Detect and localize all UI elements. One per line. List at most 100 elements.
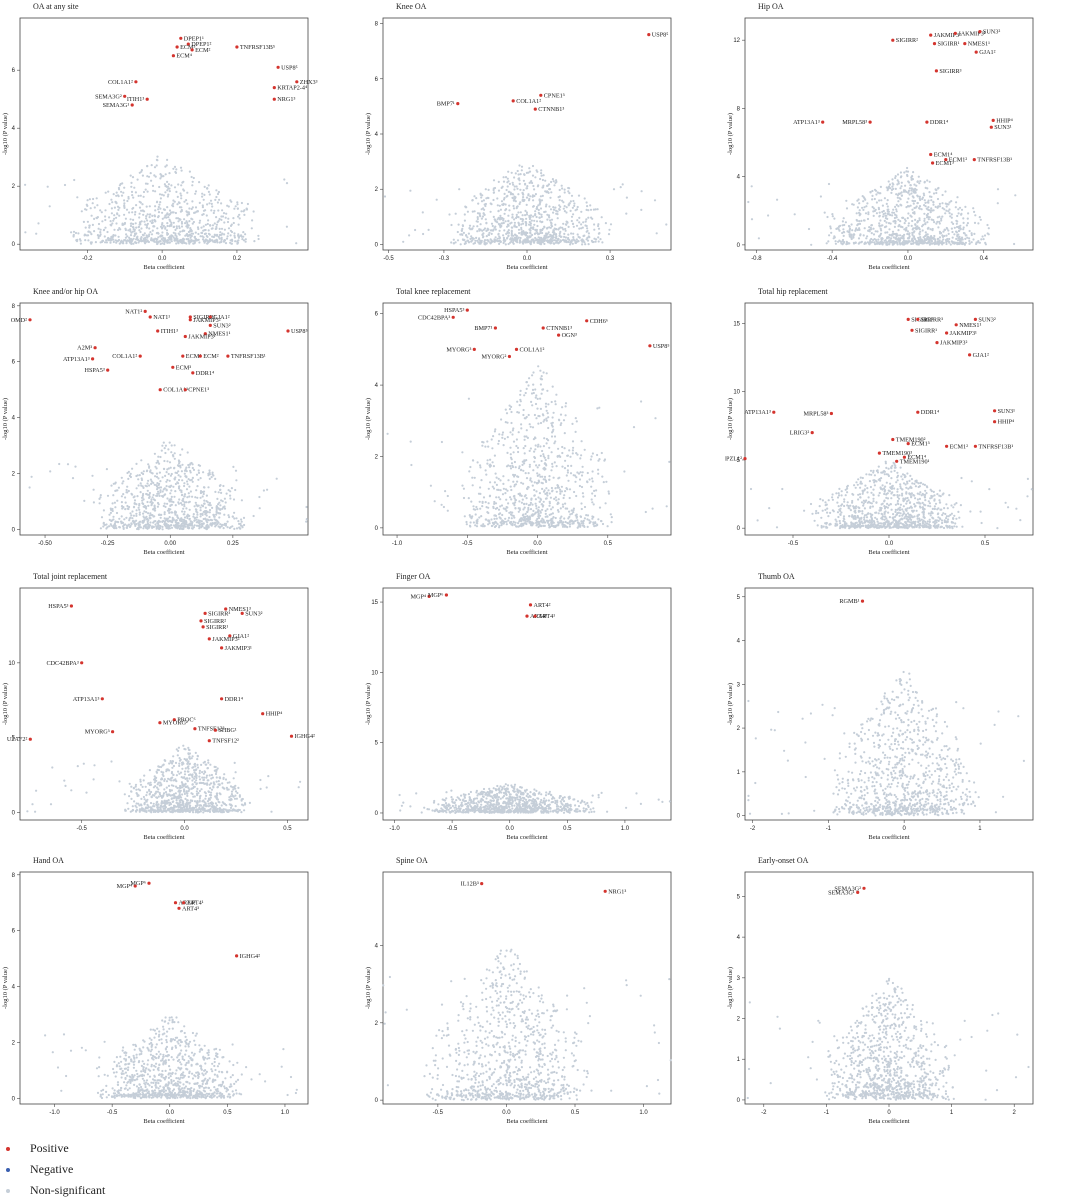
nonsig-point <box>570 512 574 515</box>
nonsig-point <box>489 463 492 466</box>
nonsig-point <box>956 225 959 229</box>
nonsig-point <box>978 241 981 244</box>
nonsig-point <box>168 519 171 522</box>
nonsig-point <box>510 230 513 233</box>
nonsig-point <box>540 174 543 177</box>
nonsig-point <box>515 213 518 216</box>
nonsig-point <box>567 225 570 228</box>
nonsig-point <box>851 229 854 232</box>
nonsig-point <box>487 502 490 505</box>
nonsig-point <box>193 211 196 214</box>
nonsig-point <box>955 201 958 204</box>
significant-point <box>944 158 948 162</box>
nonsig-point <box>598 506 602 509</box>
nonsig-point <box>542 453 545 456</box>
nonsig-point <box>950 200 953 203</box>
nonsig-point <box>148 514 151 517</box>
nonsig-point <box>829 225 832 228</box>
nonsig-point <box>956 239 960 242</box>
nonsig-point <box>520 231 523 234</box>
nonsig-point <box>454 241 457 244</box>
nonsig-point <box>517 173 520 176</box>
nonsig-point <box>979 218 982 221</box>
nonsig-point <box>129 234 133 237</box>
nonsig-point <box>521 514 524 517</box>
nonsig-point <box>177 501 180 504</box>
nonsig-point <box>117 486 120 489</box>
nonsig-point <box>564 414 567 417</box>
nonsig-point <box>562 207 565 210</box>
nonsig-point <box>86 199 89 202</box>
nonsig-point <box>186 191 189 194</box>
nonsig-point <box>578 484 581 488</box>
nonsig-point <box>951 230 954 234</box>
nonsig-point <box>108 239 111 242</box>
nonsig-point <box>175 168 178 171</box>
nonsig-point <box>509 431 512 434</box>
nonsig-point <box>542 518 545 521</box>
nonsig-point <box>583 241 586 244</box>
nonsig-point <box>508 404 511 407</box>
nonsig-point <box>97 236 100 240</box>
nonsig-point <box>156 241 159 244</box>
nonsig-point <box>147 504 150 507</box>
nonsig-point <box>196 513 199 516</box>
nonsig-point <box>137 241 140 244</box>
nonsig-point <box>996 188 1000 191</box>
nonsig-point <box>547 439 550 442</box>
nonsig-point <box>134 210 137 214</box>
nonsig-point <box>185 466 188 469</box>
nonsig-point <box>123 221 127 225</box>
nonsig-point <box>144 242 147 245</box>
nonsig-point <box>154 475 157 478</box>
nonsig-point <box>905 190 908 193</box>
nonsig-point <box>192 513 195 516</box>
nonsig-point <box>575 516 578 519</box>
nonsig-point <box>127 229 130 232</box>
nonsig-point <box>165 471 168 474</box>
nonsig-point <box>907 224 910 227</box>
nonsig-point <box>551 512 554 515</box>
nonsig-point <box>112 482 115 485</box>
nonsig-point <box>537 516 541 520</box>
nonsig-point <box>500 200 504 203</box>
nonsig-point <box>551 385 554 388</box>
nonsig-point <box>488 494 492 497</box>
nonsig-point <box>173 477 176 480</box>
nonsig-point <box>135 232 138 235</box>
nonsig-point <box>175 217 178 220</box>
nonsig-point <box>552 476 555 479</box>
nonsig-point <box>498 204 501 207</box>
nonsig-point <box>915 225 918 228</box>
significant-point <box>557 333 561 337</box>
nonsig-point <box>830 231 833 234</box>
nonsig-point <box>502 234 505 237</box>
nonsig-point <box>915 241 918 244</box>
nonsig-point <box>120 239 123 242</box>
nonsig-point <box>923 219 926 222</box>
significant-point <box>514 347 519 351</box>
significant-point <box>929 152 933 157</box>
nonsig-point <box>912 235 916 238</box>
nonsig-point <box>606 525 609 528</box>
nonsig-point <box>175 242 178 245</box>
significant-point <box>183 388 187 392</box>
nonsig-point <box>505 520 508 523</box>
nonsig-point <box>910 192 913 195</box>
nonsig-point <box>922 236 925 239</box>
nonsig-point <box>76 196 79 199</box>
nonsig-point <box>239 524 243 527</box>
nonsig-point <box>1013 242 1016 246</box>
nonsig-point <box>483 208 486 211</box>
nonsig-point <box>534 213 537 216</box>
nonsig-point <box>597 468 600 471</box>
nonsig-point <box>598 458 601 461</box>
nonsig-point <box>225 237 229 240</box>
nonsig-point <box>827 240 830 243</box>
nonsig-point <box>831 215 834 218</box>
nonsig-point <box>919 180 922 183</box>
nonsig-point <box>100 516 104 519</box>
x-tick-label: 0.0 <box>904 256 913 262</box>
nonsig-point <box>506 436 509 439</box>
nonsig-point <box>911 208 914 211</box>
